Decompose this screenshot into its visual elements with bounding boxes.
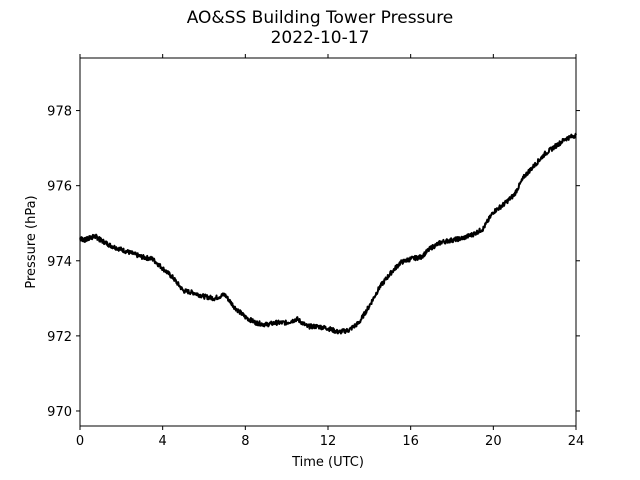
x-tick-label: 4 <box>159 434 167 449</box>
x-axis-label: Time (UTC) <box>291 455 364 470</box>
y-tick-label: 976 <box>47 180 72 195</box>
chart-subtitle: 2022-10-17 <box>270 28 370 48</box>
pressure-series-line <box>79 132 577 335</box>
x-tick-label: 16 <box>402 434 419 449</box>
x-tick-label: 12 <box>320 434 337 449</box>
y-tick-label: 972 <box>47 330 72 345</box>
chart-title: AO&SS Building Tower Pressure <box>186 8 454 28</box>
plot-frame <box>79 57 577 427</box>
y-tick-label: 978 <box>47 105 72 120</box>
y-tick-label: 970 <box>47 405 72 420</box>
x-tick-label: 20 <box>485 434 502 449</box>
x-tick-label: 8 <box>241 434 249 449</box>
y-tick-label: 974 <box>47 255 72 270</box>
x-tick-label: 0 <box>76 434 84 449</box>
x-tick-label: 24 <box>568 434 585 449</box>
y-axis-label: Pressure (hPa) <box>24 195 39 288</box>
